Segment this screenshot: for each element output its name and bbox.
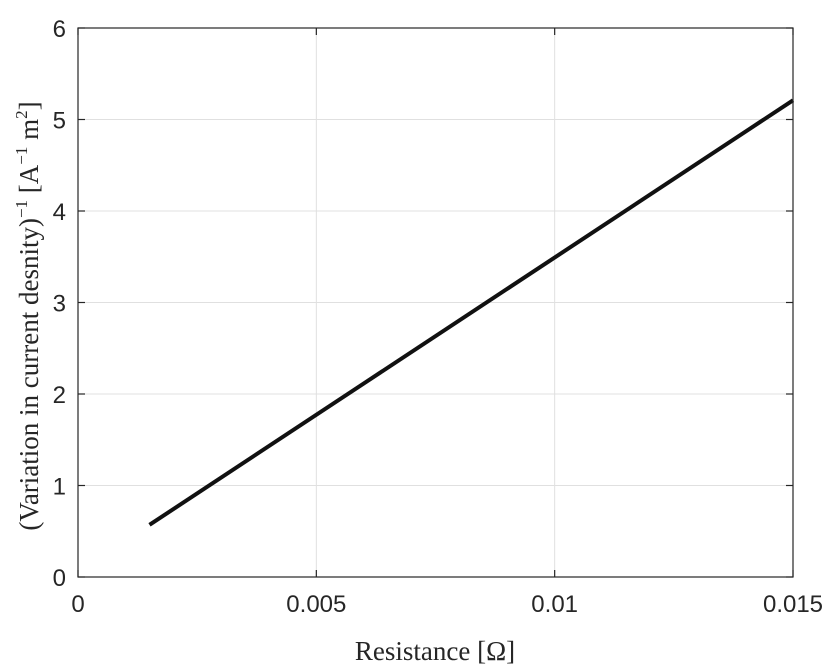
y-tick-label: 1 <box>53 474 66 501</box>
y-tick-labels: 0 1 2 3 4 5 6 <box>53 16 66 592</box>
x-tick-label: 0 <box>71 591 84 618</box>
x-tick-label: 0.005 <box>286 591 346 618</box>
y-tick-label: 4 <box>53 199 66 226</box>
grid-lines <box>78 28 793 577</box>
y-tick-label: 3 <box>53 291 66 318</box>
y-tick-label: 2 <box>53 382 66 409</box>
y-axis-title-sup1: −1 <box>12 200 31 218</box>
series-line <box>148 98 795 527</box>
y-tick-label: 5 <box>53 108 66 135</box>
y-axis-title-sup3: 2 <box>12 110 31 119</box>
y-tick-label: 0 <box>53 565 66 592</box>
x-tick-labels: 0 0.005 0.01 0.015 <box>71 591 823 618</box>
y-axis-title-sup2: −1 <box>12 147 31 165</box>
y-axis-title: (Variation in current desnity)−1 [A−1 m2… <box>12 101 44 530</box>
x-tick-label: 0.015 <box>763 591 823 618</box>
series-layer <box>148 98 795 527</box>
y-axis-title-bracket-open: [A <box>14 164 44 200</box>
x-tick-label: 0.01 <box>531 591 578 618</box>
x-axis-title: Resistance [Ω] <box>355 636 515 666</box>
y-axis-title-bracket-close: ] <box>14 101 44 110</box>
axis-ticks <box>77 27 794 578</box>
y-axis-title-main: (Variation in current desnity) <box>14 218 44 531</box>
y-axis-title-unit: m <box>14 119 44 147</box>
y-tick-label: 6 <box>53 16 66 43</box>
